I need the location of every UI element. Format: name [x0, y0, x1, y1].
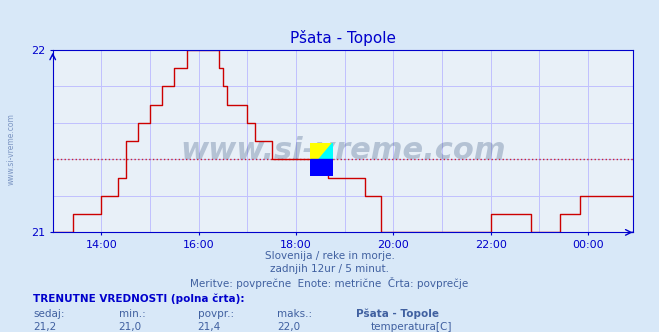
Text: 21,0: 21,0 — [119, 322, 142, 332]
Text: www.si-vreme.com: www.si-vreme.com — [180, 136, 505, 165]
Text: min.:: min.: — [119, 309, 146, 319]
Polygon shape — [310, 159, 333, 176]
Text: maks.:: maks.: — [277, 309, 312, 319]
Text: 22,0: 22,0 — [277, 322, 300, 332]
Text: 21,2: 21,2 — [33, 322, 56, 332]
Text: www.si-vreme.com: www.si-vreme.com — [7, 114, 16, 185]
Text: Slovenija / reke in morje.: Slovenija / reke in morje. — [264, 251, 395, 261]
Text: zadnjih 12ur / 5 minut.: zadnjih 12ur / 5 minut. — [270, 264, 389, 274]
Polygon shape — [310, 143, 333, 159]
Title: Pšata - Topole: Pšata - Topole — [290, 30, 395, 46]
Text: TRENUTNE VREDNOSTI (polna črta):: TRENUTNE VREDNOSTI (polna črta): — [33, 294, 244, 304]
Text: povpr.:: povpr.: — [198, 309, 234, 319]
Text: Pšata - Topole: Pšata - Topole — [356, 309, 439, 319]
Text: temperatura[C]: temperatura[C] — [370, 322, 452, 332]
Text: sedaj:: sedaj: — [33, 309, 65, 319]
Text: Meritve: povprečne  Enote: metrične  Črta: povprečje: Meritve: povprečne Enote: metrične Črta:… — [190, 277, 469, 289]
Polygon shape — [319, 143, 333, 159]
Text: 21,4: 21,4 — [198, 322, 221, 332]
